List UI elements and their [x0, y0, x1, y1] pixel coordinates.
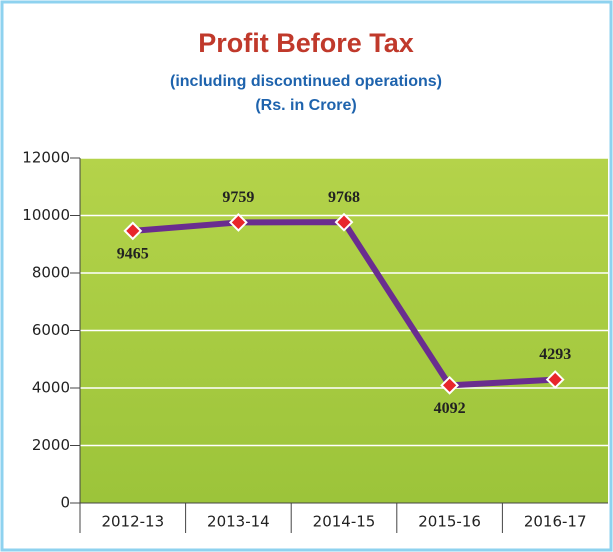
y-tick-label: 4000 — [32, 379, 70, 397]
x-tick-label: 2012-13 — [101, 513, 164, 531]
x-tick-label: 2016-17 — [524, 513, 587, 531]
chart-subtitle: (including discontinued operations) — [170, 73, 442, 90]
y-tick-label: 6000 — [32, 321, 70, 339]
data-label: 4092 — [434, 400, 466, 417]
x-tick-label: 2013-14 — [207, 513, 270, 531]
data-label: 9759 — [222, 189, 254, 206]
data-label: 9465 — [117, 246, 149, 263]
y-tick-label: 8000 — [32, 264, 70, 282]
y-tick-label: 12000 — [22, 149, 70, 167]
data-marker — [334, 212, 354, 232]
data-label: 9768 — [328, 189, 360, 206]
data-label: 4293 — [539, 346, 571, 363]
data-marker — [440, 375, 460, 395]
x-tick-label: 2014-15 — [313, 513, 376, 531]
data-marker — [123, 221, 143, 241]
data-marker — [545, 370, 565, 389]
y-tick-label: 2000 — [32, 436, 70, 454]
data-marker — [228, 213, 248, 232]
y-tick-label: 0 — [60, 494, 70, 512]
chart-title: Profit Before Tax — [198, 28, 414, 58]
x-tick-label: 2015-16 — [418, 513, 481, 531]
chart-subtitle: (Rs. in Crore) — [255, 97, 356, 114]
y-tick-label: 10000 — [22, 206, 70, 224]
